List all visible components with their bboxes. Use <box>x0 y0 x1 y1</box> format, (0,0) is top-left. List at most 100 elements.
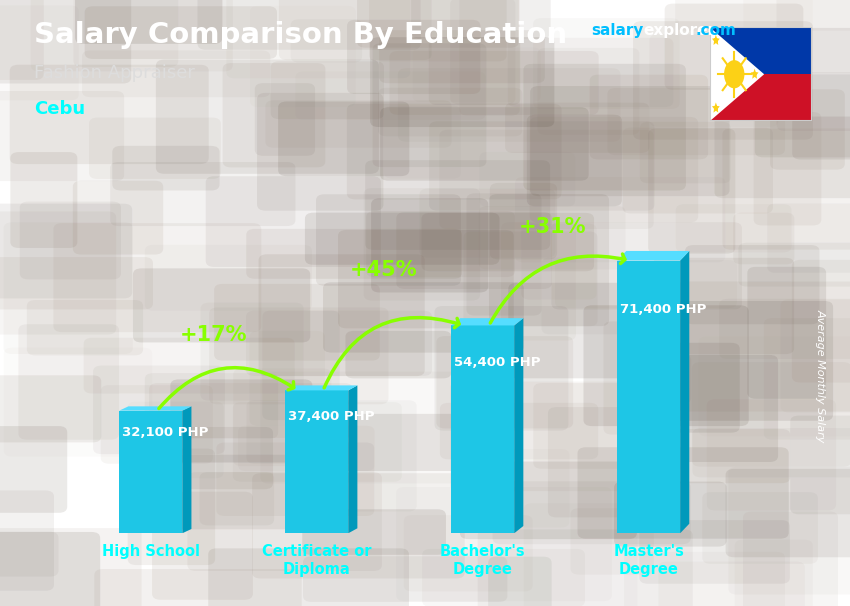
FancyBboxPatch shape <box>715 75 850 198</box>
FancyBboxPatch shape <box>505 102 649 153</box>
FancyBboxPatch shape <box>73 0 178 67</box>
FancyBboxPatch shape <box>152 491 253 600</box>
FancyBboxPatch shape <box>209 307 388 404</box>
FancyBboxPatch shape <box>188 472 382 571</box>
FancyBboxPatch shape <box>726 469 850 558</box>
FancyBboxPatch shape <box>548 407 663 518</box>
Bar <box>710 75 812 121</box>
FancyBboxPatch shape <box>552 222 742 310</box>
FancyBboxPatch shape <box>754 112 821 225</box>
FancyBboxPatch shape <box>369 0 507 61</box>
FancyBboxPatch shape <box>265 101 451 148</box>
FancyBboxPatch shape <box>659 343 740 433</box>
Text: Cebu: Cebu <box>34 100 85 118</box>
FancyBboxPatch shape <box>73 181 163 255</box>
FancyBboxPatch shape <box>0 211 116 335</box>
FancyBboxPatch shape <box>75 0 223 44</box>
FancyBboxPatch shape <box>577 447 789 539</box>
FancyBboxPatch shape <box>790 416 850 514</box>
FancyBboxPatch shape <box>303 509 446 555</box>
FancyBboxPatch shape <box>144 373 278 439</box>
Text: +45%: +45% <box>349 260 416 280</box>
FancyBboxPatch shape <box>371 198 488 293</box>
FancyBboxPatch shape <box>622 128 773 213</box>
Polygon shape <box>617 261 680 533</box>
Text: Average Monthly Salary: Average Monthly Salary <box>815 309 825 442</box>
FancyBboxPatch shape <box>0 257 153 310</box>
FancyBboxPatch shape <box>200 472 274 525</box>
FancyBboxPatch shape <box>780 299 850 413</box>
FancyBboxPatch shape <box>654 429 790 483</box>
FancyBboxPatch shape <box>649 128 735 254</box>
FancyBboxPatch shape <box>366 211 515 277</box>
Polygon shape <box>119 407 191 411</box>
FancyBboxPatch shape <box>707 399 836 510</box>
Text: Fashion Appraiser: Fashion Appraiser <box>34 64 195 82</box>
FancyBboxPatch shape <box>677 282 850 411</box>
FancyBboxPatch shape <box>378 88 522 136</box>
FancyBboxPatch shape <box>238 426 375 471</box>
Text: +17%: +17% <box>180 325 247 345</box>
FancyBboxPatch shape <box>167 454 305 529</box>
Polygon shape <box>182 407 191 533</box>
FancyBboxPatch shape <box>338 230 513 328</box>
FancyBboxPatch shape <box>460 462 637 539</box>
FancyBboxPatch shape <box>305 213 500 265</box>
FancyBboxPatch shape <box>366 160 550 250</box>
FancyBboxPatch shape <box>463 231 598 327</box>
Polygon shape <box>348 385 357 533</box>
FancyBboxPatch shape <box>398 68 620 142</box>
FancyBboxPatch shape <box>608 88 785 155</box>
FancyBboxPatch shape <box>258 255 425 376</box>
FancyBboxPatch shape <box>389 51 598 115</box>
FancyBboxPatch shape <box>270 61 384 119</box>
FancyBboxPatch shape <box>370 37 554 127</box>
Text: salary: salary <box>591 23 643 38</box>
Text: +31%: +31% <box>518 218 586 238</box>
FancyBboxPatch shape <box>100 385 212 464</box>
FancyBboxPatch shape <box>459 0 520 116</box>
FancyBboxPatch shape <box>0 426 67 513</box>
Polygon shape <box>451 325 514 533</box>
FancyBboxPatch shape <box>303 556 507 602</box>
FancyBboxPatch shape <box>347 20 480 94</box>
FancyBboxPatch shape <box>149 383 353 438</box>
FancyBboxPatch shape <box>583 305 749 426</box>
FancyBboxPatch shape <box>675 0 850 31</box>
FancyBboxPatch shape <box>20 202 121 279</box>
FancyBboxPatch shape <box>665 4 803 90</box>
FancyBboxPatch shape <box>792 260 850 382</box>
FancyBboxPatch shape <box>185 427 273 489</box>
FancyBboxPatch shape <box>255 83 315 156</box>
Polygon shape <box>119 411 182 533</box>
FancyBboxPatch shape <box>19 324 119 440</box>
FancyBboxPatch shape <box>685 245 819 324</box>
FancyBboxPatch shape <box>379 30 545 83</box>
FancyBboxPatch shape <box>94 365 225 454</box>
Polygon shape <box>514 318 524 533</box>
FancyBboxPatch shape <box>31 0 233 72</box>
FancyBboxPatch shape <box>372 43 486 167</box>
FancyBboxPatch shape <box>722 128 850 250</box>
FancyBboxPatch shape <box>0 528 142 606</box>
FancyBboxPatch shape <box>777 0 850 73</box>
FancyBboxPatch shape <box>83 338 295 393</box>
FancyBboxPatch shape <box>422 213 594 271</box>
FancyBboxPatch shape <box>128 448 215 565</box>
FancyBboxPatch shape <box>527 115 622 206</box>
Text: 71,400 PHP: 71,400 PHP <box>620 303 706 316</box>
FancyBboxPatch shape <box>206 176 381 267</box>
FancyBboxPatch shape <box>478 530 693 606</box>
FancyBboxPatch shape <box>770 89 845 170</box>
FancyBboxPatch shape <box>521 224 597 299</box>
FancyBboxPatch shape <box>719 299 850 359</box>
FancyBboxPatch shape <box>743 511 838 606</box>
Circle shape <box>724 60 745 88</box>
FancyBboxPatch shape <box>0 0 43 80</box>
FancyBboxPatch shape <box>336 414 487 471</box>
FancyBboxPatch shape <box>323 282 524 353</box>
FancyBboxPatch shape <box>502 222 576 341</box>
FancyBboxPatch shape <box>0 91 124 181</box>
FancyBboxPatch shape <box>133 268 310 342</box>
FancyBboxPatch shape <box>214 284 380 361</box>
